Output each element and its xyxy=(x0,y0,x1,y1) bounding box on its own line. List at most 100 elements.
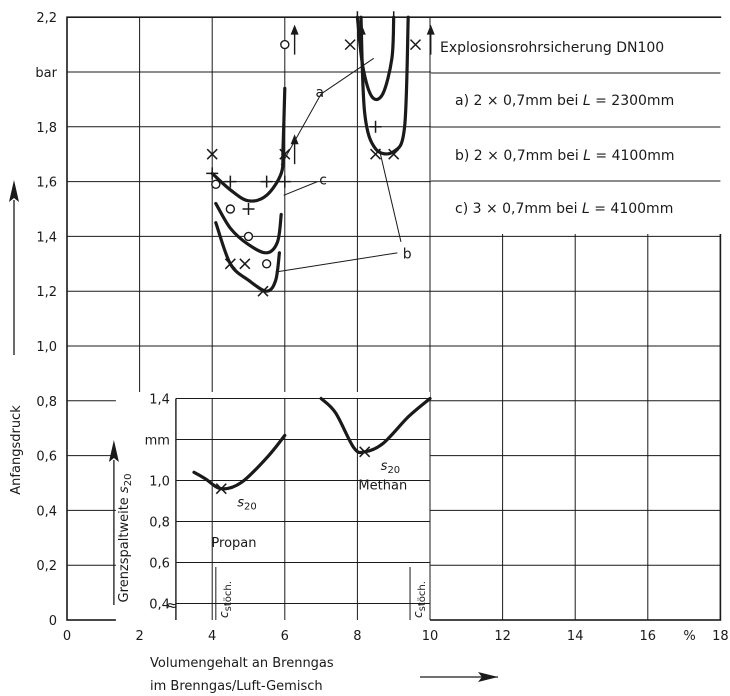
x-tick-label: 6 xyxy=(281,629,289,644)
inset-point-label-subscript: 20 xyxy=(244,502,257,513)
data-point-c xyxy=(224,175,237,188)
label-leader-b2 xyxy=(378,148,402,242)
overflow-arrow-head xyxy=(290,24,299,35)
data-point-a xyxy=(280,39,290,50)
label-leader-a2 xyxy=(320,57,375,95)
data-point-c xyxy=(278,175,291,188)
data-point-c xyxy=(260,175,273,188)
inset-point-label: s20 xyxy=(381,459,401,476)
x-tick-label: 16 xyxy=(640,629,657,644)
inset-y-axis-title-symbol: s xyxy=(117,486,132,493)
legend-entry-value: = 4100mm xyxy=(591,148,675,164)
data-point-c xyxy=(242,203,255,215)
y-tick-label: 1,2 xyxy=(36,285,57,300)
inset-y-unit: mm xyxy=(145,434,170,449)
data-point-b xyxy=(239,258,251,270)
data-point-a xyxy=(225,204,236,214)
y-tick-label: 2,2 xyxy=(36,11,57,26)
legend-entry-text: b) 2 × 0,7mm bei xyxy=(455,148,583,164)
stoich-label-subscript: stöch. xyxy=(417,581,428,611)
data-point-b_methan xyxy=(344,39,356,51)
inset-point-methan xyxy=(359,446,371,458)
legend-entry-variable: L xyxy=(583,93,591,109)
inset-y-tick-label: 0,8 xyxy=(149,516,170,531)
inset-point-label: s20 xyxy=(237,496,257,513)
inset-y-axis-title-subscript: 20 xyxy=(123,474,134,487)
axis-break-symbol: ≈ xyxy=(166,598,178,614)
y-tick-label: 0 xyxy=(49,614,57,629)
data-point-c xyxy=(206,167,219,180)
legend-entry-value: = 2300mm xyxy=(591,93,675,109)
curve-label-a: a xyxy=(316,85,325,101)
legend-entry-variable: L xyxy=(582,201,590,217)
y-tick-label: 1,0 xyxy=(36,340,57,355)
legend-entry: b) 2 × 0,7mm bei L = 4100mm xyxy=(455,148,675,164)
curve-label-c: c xyxy=(319,172,327,188)
stoich-label-symbol: c xyxy=(217,611,231,618)
legend-entry-variable: L xyxy=(583,148,591,164)
data-point-a xyxy=(261,259,272,269)
y-tick-label: 0,4 xyxy=(36,504,57,519)
overflow-arrow-head xyxy=(290,134,299,145)
data-point-b xyxy=(257,285,269,297)
data-point-a xyxy=(243,231,254,242)
y-tick-label: 1,4 xyxy=(36,230,57,245)
inset-y-tick-label: 1,0 xyxy=(149,475,170,490)
x-tick-label: 8 xyxy=(353,629,361,644)
legend-entry-text: c) 3 × 0,7mm bei xyxy=(455,201,582,217)
data-point-b xyxy=(224,258,236,270)
x-tick-label: 18 xyxy=(712,629,729,644)
inset-point-label-subscript: 20 xyxy=(387,465,400,476)
overflow-arrow-head xyxy=(357,24,366,35)
legend-entry-value: = 4100mm xyxy=(590,201,674,217)
legend-entry-text: a) 2 × 0,7mm bei xyxy=(455,93,583,109)
inset-y-tick-label: 1,4 xyxy=(149,393,170,408)
x-tick-label: 12 xyxy=(494,629,511,644)
x-axis-arrow-head xyxy=(478,672,498,682)
label-leader-c xyxy=(283,181,318,196)
inset-y-tick-label: 0,4 xyxy=(149,598,170,613)
x-tick-label: 14 xyxy=(567,629,584,644)
y-tick-label: 0,6 xyxy=(36,450,57,465)
data-point-b_methan xyxy=(370,148,382,160)
series-curve-b_methan xyxy=(359,15,410,156)
data-point-b_methan xyxy=(409,39,422,51)
y-tick-label: 0,8 xyxy=(36,395,57,410)
y-axis-title: Anfangsdruck xyxy=(9,405,24,495)
y-tick-label: 0,2 xyxy=(36,559,57,574)
x-axis-title: Volumengehalt an Brenngas xyxy=(150,656,334,671)
data-point-b xyxy=(206,148,218,160)
stoich-label-symbol: c xyxy=(411,611,425,618)
inset-background xyxy=(115,392,431,624)
series-curve-b xyxy=(214,221,281,293)
x-tick-label: 10 xyxy=(422,629,439,644)
overflow-arrow-head xyxy=(426,24,435,35)
y-tick-label: 1,6 xyxy=(36,176,57,191)
legend-background xyxy=(431,18,727,234)
inset-y-arrow-head xyxy=(108,440,119,462)
label-leader-a xyxy=(280,93,322,166)
series-curve-c xyxy=(210,86,287,203)
data-point-a xyxy=(211,179,221,190)
inset-y-axis-title: Grenzspaltweite s20 xyxy=(117,474,134,603)
legend-title: Explosionsrohrsicherung DN100 xyxy=(440,40,664,56)
stoich-label: cstöch. xyxy=(411,581,428,618)
inset-point-propan xyxy=(215,483,227,495)
inset-y-axis-title-text: Grenzspaltweite xyxy=(117,493,132,602)
data-point-c_methan xyxy=(351,11,364,24)
data-point-c_methan xyxy=(369,120,382,133)
inset-curve-propan xyxy=(192,433,287,491)
data-point-b_methan xyxy=(388,148,400,160)
label-leader-b xyxy=(275,252,398,273)
inset-y-tick-label: 0,6 xyxy=(149,557,170,572)
x-tick-label: 2 xyxy=(135,629,143,644)
inset-label-propan: Propan xyxy=(211,536,256,551)
legend-entry: a) 2 × 0,7mm bei L = 2300mm xyxy=(455,93,674,109)
stoich-label: cstöch. xyxy=(217,581,234,618)
data-point-c_methan xyxy=(387,11,400,24)
y-axis-arrow-head xyxy=(9,180,19,202)
inset-point-label-symbol: s xyxy=(381,459,388,474)
inset-label-methan: Methan xyxy=(358,479,407,494)
legend-entry: c) 3 × 0,7mm bei L = 4100mm xyxy=(455,201,673,217)
